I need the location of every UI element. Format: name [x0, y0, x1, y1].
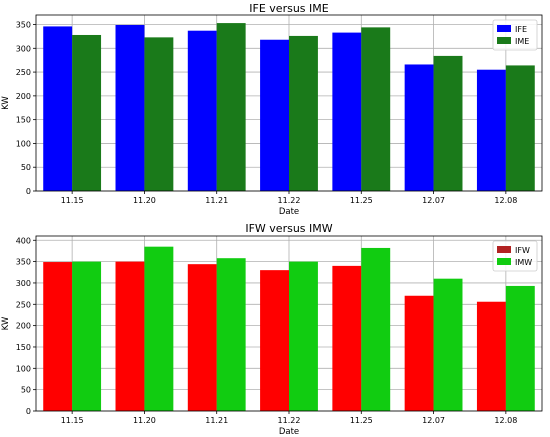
bar-imw: [72, 261, 102, 411]
y-tick-label: 150: [16, 343, 31, 352]
x-tick-label: 11.20: [133, 196, 156, 205]
y-tick-label: 50: [21, 386, 31, 395]
x-tick-label: 11.21: [205, 416, 228, 425]
x-tick-label: 11.20: [133, 416, 156, 425]
x-tick-label: 11.15: [61, 196, 84, 205]
x-tick-label: 12.08: [494, 196, 517, 205]
y-tick-label: 100: [16, 139, 31, 148]
bar-ime: [216, 23, 246, 191]
bar-imw: [289, 261, 318, 411]
y-tick-label: 100: [16, 364, 31, 373]
x-tick-label: 11.25: [350, 196, 373, 205]
bar-imw: [361, 247, 391, 411]
y-tick-label: 400: [16, 236, 31, 245]
bar-ime: [433, 55, 463, 191]
x-tick-label: 12.08: [494, 416, 517, 425]
bar-ife: [476, 69, 506, 191]
bar-imw: [505, 285, 535, 411]
x-tick-label: 12.07: [422, 416, 445, 425]
y-tick-label: 200: [16, 322, 31, 331]
legend-swatch-ife: [497, 25, 511, 32]
bar-ifw: [187, 264, 217, 411]
bar-imw: [433, 278, 463, 411]
x-tick-label: 11.15: [61, 416, 84, 425]
y-tick-label: 250: [16, 68, 31, 77]
legend: IFE IME: [492, 19, 538, 51]
legend-label-ife: IFE: [515, 25, 527, 34]
y-tick-label: 150: [16, 116, 31, 125]
bar-ife: [332, 32, 362, 191]
x-axis-label: Date: [279, 427, 299, 437]
y-tick-label: 350: [16, 258, 31, 267]
bar-ime: [289, 35, 318, 191]
bar-imw: [216, 258, 246, 411]
bar-ifw: [260, 270, 289, 411]
chart-title: IFW versus IMW: [245, 222, 332, 235]
x-tick-label: 11.21: [205, 196, 228, 205]
legend: IFW IMW: [492, 240, 538, 272]
bar-ife: [404, 64, 434, 191]
chart-title: IFE versus IME: [249, 2, 328, 15]
legend-swatch-ime: [497, 37, 511, 44]
bar-ife: [260, 39, 289, 191]
legend-swatch-ifw: [497, 246, 511, 253]
x-tick-label: 12.07: [422, 196, 445, 205]
chart-ife-vs-ime: 0 50 100 150 200 250 300 350 11.15 11.20 11.21 11.2…: [1, 2, 543, 217]
bar-ime: [505, 65, 535, 191]
legend-label-ifw: IFW: [515, 246, 530, 255]
bar-ime: [72, 34, 102, 191]
bar-imw: [144, 246, 174, 411]
y-axis-label: KW: [1, 96, 11, 110]
chart-ifw-vs-imw: 0 50 100 150 200 250 300 350 400 11.15 11.20 11.21 1…: [1, 222, 543, 437]
bar-ife: [43, 26, 73, 192]
y-tick-label: 300: [16, 279, 31, 288]
bar-ifw: [404, 295, 434, 411]
y-tick-label: 50: [21, 163, 31, 172]
bar-ifw: [332, 265, 362, 411]
bar-ifw: [43, 262, 73, 411]
legend-label-imw: IMW: [515, 258, 532, 267]
y-tick-label: 300: [16, 44, 31, 53]
bar-ife: [187, 30, 217, 192]
y-tick-label: 0: [26, 187, 31, 196]
bar-ime: [361, 27, 391, 191]
y-tick-label: 350: [16, 21, 31, 30]
y-axis-label: KW: [1, 316, 11, 330]
y-tick-label: 0: [26, 407, 31, 416]
legend-swatch-imw: [497, 258, 511, 265]
x-tick-label: 11.22: [278, 196, 301, 205]
bar-ife: [115, 24, 145, 191]
x-tick-label: 11.22: [278, 416, 301, 425]
y-tick-label: 250: [16, 300, 31, 309]
legend-label-ime: IME: [515, 37, 529, 46]
y-tick-label: 200: [16, 92, 31, 101]
bar-ifw: [115, 261, 145, 411]
bar-ifw: [476, 301, 506, 411]
x-tick-label: 11.25: [350, 416, 373, 425]
x-axis-label: Date: [279, 207, 299, 217]
bar-ime: [144, 37, 174, 192]
